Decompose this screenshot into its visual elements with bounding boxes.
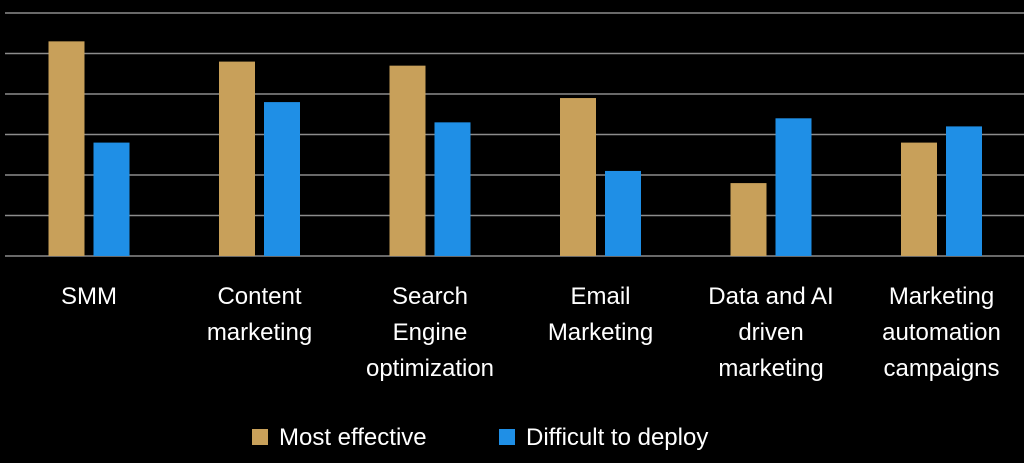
- legend-label: Most effective: [279, 424, 427, 451]
- bar-most-effective: [389, 65, 426, 257]
- category-label: Email Marketing: [548, 283, 653, 346]
- bar-most-effective: [901, 142, 937, 256]
- category-label: Search Engine optimization: [366, 283, 494, 382]
- bar-difficult-to-deploy: [775, 118, 812, 256]
- legend-label: Difficult to deploy: [526, 424, 708, 451]
- legend-swatch: [499, 429, 515, 445]
- category-label: Data and AI driven marketing: [708, 283, 833, 382]
- bar-difficult-to-deploy: [946, 126, 982, 257]
- bar-most-effective: [730, 183, 767, 256]
- legend-swatch: [252, 429, 268, 445]
- category-label: SMM: [61, 283, 117, 310]
- bar-difficult-to-deploy: [93, 142, 130, 256]
- category-label: Marketing automation campaigns: [882, 283, 1001, 382]
- bar-most-effective: [560, 98, 596, 256]
- legend: Most effective Difficult to deploy: [252, 424, 708, 451]
- category-label: Content marketing: [207, 283, 312, 346]
- bar-difficult-to-deploy: [434, 122, 471, 256]
- bar-most-effective: [48, 41, 85, 256]
- category-labels: SMM Content marketing Search Engine optimizat…: [61, 283, 1001, 382]
- gridlines: [5, 12, 1024, 257]
- bars: [48, 41, 982, 257]
- bar-most-effective: [219, 61, 255, 256]
- bar-difficult-to-deploy: [605, 170, 641, 256]
- bar-difficult-to-deploy: [264, 102, 300, 256]
